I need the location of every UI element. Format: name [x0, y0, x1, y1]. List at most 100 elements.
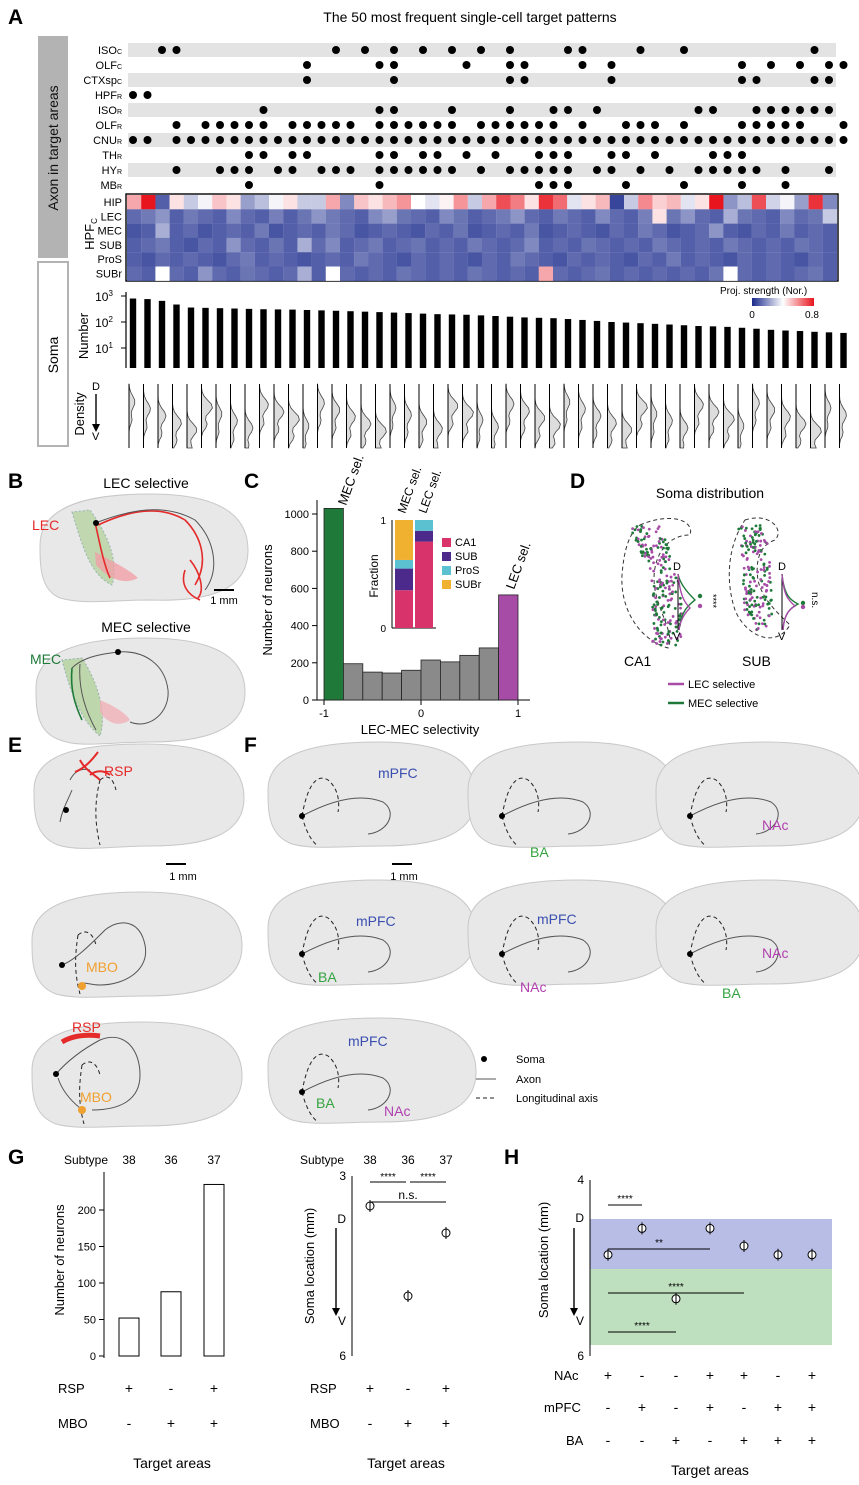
inset-legend-swatch	[442, 552, 451, 561]
number-bar	[651, 323, 659, 368]
heat-cell	[411, 195, 426, 210]
ca1-soma-dot	[659, 620, 663, 624]
heat-cell	[482, 252, 497, 267]
ca1-soma-dot	[658, 596, 661, 599]
heat-cell	[240, 195, 255, 210]
g-left-ticks: 0 50 100 150 200	[78, 1205, 104, 1363]
density-profile	[795, 384, 807, 449]
row-label-base: HPF	[95, 90, 117, 102]
density-profile	[491, 384, 499, 449]
density-profile	[505, 383, 515, 448]
pattern-dot	[738, 76, 746, 84]
heat-cell	[297, 266, 312, 281]
pattern-dot	[172, 46, 181, 54]
e3-rsp-label: RSP	[72, 1019, 101, 1035]
brain-outline	[655, 879, 859, 986]
heat-cell	[325, 209, 341, 224]
heat-cell	[425, 223, 440, 238]
number-bar	[245, 308, 253, 368]
g-bracket-3-ns: n.s.	[398, 1188, 417, 1202]
row-label-sub: R	[117, 154, 122, 161]
heat-cell	[822, 223, 838, 238]
heat-cell	[467, 237, 483, 253]
pattern-dot	[651, 136, 659, 144]
sub-soma-dot	[768, 564, 771, 568]
heat-cell	[723, 223, 738, 238]
h-mpfc-sign: -	[742, 1399, 747, 1415]
heat-cell	[538, 266, 554, 281]
heat-cell	[183, 252, 199, 267]
heat-cell	[382, 237, 397, 253]
sub-soma-dot	[754, 532, 757, 536]
heat-cell	[453, 266, 468, 281]
pattern-dot	[752, 76, 761, 84]
density-profile	[244, 384, 254, 449]
sub-soma-dot	[770, 612, 774, 616]
pattern-dot	[607, 136, 616, 144]
g-right-subtype-36: 36	[401, 1153, 415, 1167]
heat-cell	[453, 252, 468, 267]
heat-cell	[354, 223, 369, 238]
heat-cell	[794, 237, 809, 253]
pattern-dot	[375, 61, 384, 69]
ca1-soma-dot	[636, 537, 640, 541]
heat-cell	[766, 223, 781, 238]
ca1-soma-dot	[661, 581, 664, 585]
heat-cell	[226, 223, 241, 238]
pattern-dot	[158, 46, 166, 54]
heat-cell	[581, 266, 596, 281]
heat-cell	[624, 223, 639, 238]
density-axis-label: Density	[72, 392, 87, 436]
heat-cell	[794, 266, 809, 281]
sub-soma-dot	[753, 599, 757, 603]
soma	[299, 951, 305, 957]
panel-d: D Soma distribution D V **** D V n.s. CA…	[570, 470, 820, 710]
colorbar-label: Proj. strength (Nor.)	[720, 286, 807, 297]
heat-cell	[368, 195, 383, 210]
heat-cell	[524, 266, 539, 281]
ca1-soma-dot	[639, 551, 643, 554]
heat-cell	[411, 252, 426, 267]
ca1-soma-dot	[651, 593, 655, 597]
density-arrowhead	[92, 424, 100, 432]
pattern-dot	[419, 121, 427, 129]
e1-rsp-label: RSP	[104, 763, 133, 779]
f-brain	[267, 741, 477, 848]
panel-g-letter: G	[8, 1146, 24, 1169]
pattern-dot	[549, 151, 558, 159]
ca1-soma-dot	[652, 584, 656, 588]
lec-axon-grey	[97, 509, 215, 591]
e2-mbo-label: MBO	[86, 959, 118, 975]
sub-soma-dot	[750, 536, 754, 539]
pattern-dot	[781, 181, 790, 189]
density-profile	[143, 384, 151, 448]
heat-cell	[780, 237, 795, 253]
ca1-soma-dot	[662, 546, 665, 550]
number-bar	[840, 332, 847, 368]
sub-soma-dot	[759, 568, 763, 571]
density-profile	[201, 383, 213, 448]
pattern-dot	[810, 46, 819, 54]
ca1-soma-dot	[659, 643, 663, 647]
heat-cell	[254, 209, 270, 224]
heat-cell	[553, 195, 568, 210]
ca1-soma-dot	[669, 636, 673, 640]
heat-cell	[226, 209, 241, 224]
pattern-dot	[404, 121, 413, 129]
sub-soma-dot	[744, 597, 748, 601]
pattern-dot	[172, 121, 181, 129]
pattern-dot	[259, 151, 268, 159]
heat-cell	[794, 209, 809, 224]
heat-cell	[666, 252, 681, 267]
axon	[301, 935, 391, 973]
heat-cell	[396, 195, 412, 210]
heat-cell	[368, 237, 383, 253]
heat-cell	[155, 209, 170, 224]
row-label-sub: R	[117, 124, 122, 131]
ca1-soma-dot	[662, 557, 666, 561]
pattern-dot	[462, 151, 471, 159]
h-points	[603, 1222, 817, 1305]
heat-cell	[822, 237, 838, 253]
f-brain	[467, 879, 677, 986]
density-profile	[389, 384, 397, 448]
